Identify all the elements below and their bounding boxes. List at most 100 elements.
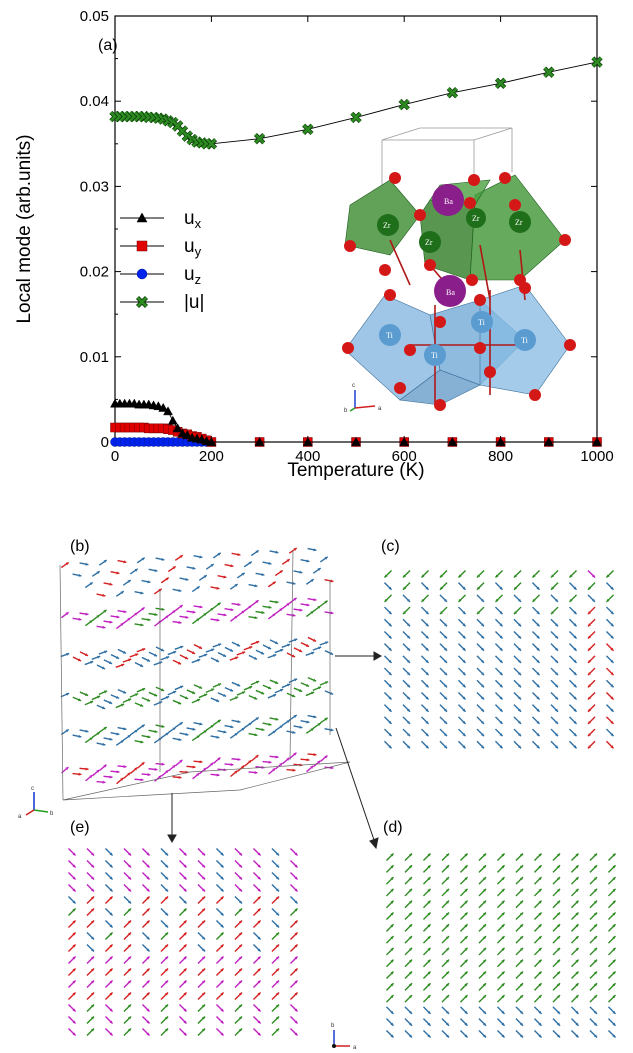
dipole-arrow bbox=[605, 740, 615, 749]
dipole-arrow bbox=[160, 895, 169, 905]
dipole-arrow bbox=[141, 907, 151, 917]
dipole-arrow bbox=[515, 852, 524, 862]
dipole-arrow bbox=[243, 604, 253, 612]
dipole-arrow bbox=[186, 649, 196, 655]
dipole-arrow bbox=[91, 655, 101, 661]
dipole-arrow bbox=[85, 774, 93, 782]
dipole-arrow bbox=[229, 732, 239, 739]
dipole-arrow bbox=[441, 923, 450, 932]
dipole-arrow bbox=[404, 935, 413, 944]
dipole-arrow bbox=[193, 722, 203, 726]
dipole-arrow bbox=[123, 1027, 132, 1037]
dipole-arrow bbox=[496, 1018, 506, 1027]
dipole-arrow bbox=[515, 982, 524, 991]
dipole-arrow bbox=[457, 704, 467, 713]
dipole-arrow bbox=[605, 716, 615, 725]
dipole-arrow bbox=[172, 699, 182, 705]
dipole-arrow bbox=[531, 655, 541, 664]
dipole-arrow bbox=[160, 1015, 169, 1025]
dipole-arrow bbox=[478, 864, 487, 873]
dipole-arrow bbox=[531, 704, 541, 713]
dipole-arrow bbox=[288, 638, 298, 643]
dipole-arrow bbox=[129, 653, 139, 658]
dipole-arrow bbox=[587, 679, 596, 688]
y-tick-labels: 0 0.01 0.02 0.03 0.04 0.05 bbox=[80, 8, 109, 451]
panel-b-axis-a: a bbox=[18, 814, 22, 820]
dipole-arrow bbox=[605, 606, 615, 615]
dipole-arrow bbox=[570, 923, 580, 932]
dipole-arrow bbox=[86, 955, 95, 965]
dipole-arrow bbox=[300, 603, 310, 607]
panel-b-layer bbox=[60, 636, 334, 670]
dipole-arrow bbox=[122, 734, 132, 741]
dipole-arrow bbox=[167, 726, 177, 734]
dipole-arrow bbox=[478, 994, 487, 1003]
dipole-arrow bbox=[255, 610, 265, 614]
dipole-arrow bbox=[383, 618, 393, 627]
dipole-arrow bbox=[439, 594, 448, 603]
dipole-arrow bbox=[215, 919, 225, 929]
dipole-arrow bbox=[191, 658, 201, 664]
dipole-arrow bbox=[568, 704, 578, 713]
dipole-arrow bbox=[123, 1003, 132, 1013]
dipole-arrow bbox=[197, 955, 206, 965]
dipole-arrow bbox=[404, 852, 413, 862]
dipole-arrow bbox=[115, 663, 125, 669]
dipole-arrow bbox=[117, 726, 127, 731]
dipole-arrow bbox=[178, 943, 188, 953]
dipole-arrow bbox=[420, 704, 430, 713]
dipole-arrow bbox=[103, 737, 113, 741]
dipole-arrow bbox=[550, 582, 559, 591]
data-point bbox=[254, 436, 265, 446]
dipole-arrow bbox=[271, 883, 280, 893]
panel-b-layer bbox=[60, 714, 334, 746]
dipole-arrow bbox=[457, 667, 467, 676]
dipole-arrow bbox=[457, 569, 467, 579]
dipole-arrow bbox=[252, 1027, 262, 1037]
dipole-arrow bbox=[67, 979, 77, 989]
dipole-arrow bbox=[141, 895, 151, 905]
dipole-arrow bbox=[197, 871, 206, 881]
dipole-arrow bbox=[531, 606, 541, 615]
dipole-arrow bbox=[174, 604, 184, 612]
dipole-arrow bbox=[84, 736, 94, 744]
dipole-arrow bbox=[570, 900, 580, 909]
data-point bbox=[302, 436, 313, 446]
dipole-arrow bbox=[262, 561, 272, 565]
dipole-arrow bbox=[269, 679, 279, 685]
dipole-arrow bbox=[234, 847, 243, 857]
dipole-arrow bbox=[243, 645, 253, 651]
dipole-arrow bbox=[568, 630, 578, 640]
dipole-arrow bbox=[252, 967, 262, 977]
dipole-arrow bbox=[289, 919, 299, 929]
dipole-arrow bbox=[160, 577, 170, 584]
dipole-arrow bbox=[86, 1015, 95, 1025]
dipole-arrow bbox=[123, 967, 132, 977]
y-tick-label: 0.03 bbox=[80, 178, 109, 195]
dipole-arrow bbox=[104, 859, 114, 869]
dipole-arrow bbox=[587, 569, 596, 579]
data-point bbox=[592, 436, 602, 446]
dipole-arrow bbox=[550, 667, 559, 676]
dipole-arrow bbox=[533, 911, 543, 921]
dipole-arrow bbox=[533, 947, 543, 956]
dipole-arrow bbox=[420, 643, 430, 652]
dipole-arrow bbox=[224, 563, 234, 568]
dipole-arrow bbox=[589, 852, 598, 862]
dipole-arrow bbox=[550, 728, 559, 737]
dipole-arrow bbox=[84, 581, 94, 589]
dipole-arrow bbox=[607, 1006, 617, 1015]
dipole-arrow bbox=[178, 979, 188, 989]
dipole-arrow bbox=[110, 732, 120, 736]
dipole-arrow bbox=[422, 970, 432, 980]
dipole-arrow bbox=[286, 652, 296, 658]
dipole-arrow bbox=[72, 734, 82, 738]
dipole-arrow bbox=[84, 619, 94, 627]
dipole-arrow bbox=[552, 888, 561, 897]
dipole-arrow bbox=[67, 1015, 77, 1025]
dipole-arrow bbox=[605, 594, 615, 603]
dipole-arrow bbox=[178, 1003, 188, 1013]
dipole-arrow bbox=[552, 1006, 561, 1015]
panel-b-layer bbox=[61, 752, 334, 785]
dipole-arrow bbox=[160, 1027, 169, 1037]
